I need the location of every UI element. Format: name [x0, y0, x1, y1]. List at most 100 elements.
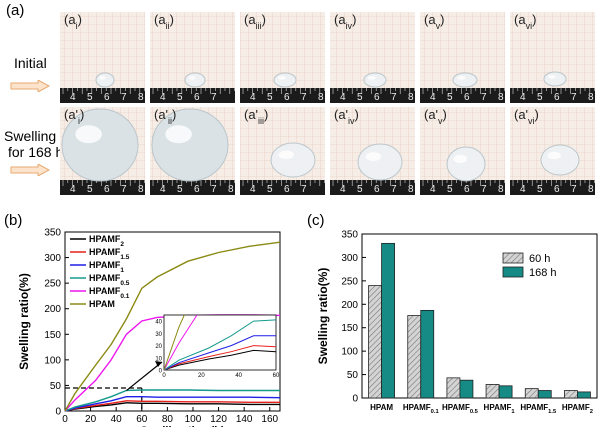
ruler-digit: 6 [284, 184, 290, 195]
hydrogel-sample [184, 72, 206, 88]
bar-60h-0 [368, 285, 382, 399]
ruler-digit: 4 [340, 92, 346, 103]
panel-b-label: (b) [4, 212, 23, 229]
inset-y-tick-label: 10 [155, 356, 162, 362]
ruler-digit: 7 [211, 92, 217, 103]
photo-panel: (a) Initial Swelling for 168 h 4 5 6 7 8 (ai)… [0, 0, 602, 205]
ruler-digit: 6 [284, 92, 290, 103]
arrow-head-icon [155, 361, 162, 367]
photo-swollen-4: 4 5 6 7 8 (a'iv) [330, 107, 415, 195]
highlight [365, 152, 382, 162]
panel-c-label: (c) [307, 212, 325, 229]
ruler-digit: 8 [138, 184, 144, 195]
ruler [150, 180, 235, 195]
y-tick-label: 150 [341, 323, 358, 334]
highlight [75, 125, 102, 144]
ruler-digit: 4 [520, 184, 526, 195]
series-line-HPAMF1.5 [64, 400, 280, 412]
ruler [330, 88, 415, 103]
grid-paper [330, 12, 415, 103]
ruler-digit: 6 [464, 184, 470, 195]
inset-y-tick-label: 30 [155, 332, 162, 338]
y-tick-label: 0 [352, 394, 358, 405]
ruler-digit: 7 [571, 92, 577, 103]
hydrogel-sample [270, 142, 316, 178]
ruler-digit: 7 [121, 92, 127, 103]
x-tick-label: 80 [162, 414, 174, 425]
plot-frame [361, 233, 598, 399]
ruler [510, 180, 595, 195]
ruler-digit: 7 [211, 184, 217, 195]
highlight [277, 76, 286, 80]
bar-60h-2 [446, 377, 461, 399]
ruler-digit: 7 [301, 92, 307, 103]
ruler-digit: 8 [408, 92, 414, 103]
grid-paper [510, 12, 595, 103]
highlight [453, 154, 467, 164]
ruler-digit: 6 [194, 184, 200, 195]
inset-x-tick-label: 20 [198, 373, 205, 379]
ruler-digit: 6 [104, 184, 110, 195]
inset-series-group [164, 315, 276, 370]
grid-paper [240, 12, 325, 103]
legend-entry: HPAMF1.5 [89, 247, 130, 261]
legend-entry: 60 h [529, 253, 550, 265]
photo-initial-2: 4 5 6 7 (aii) [150, 12, 235, 103]
inset-x-tick-label: 60 [273, 373, 280, 379]
bar-168h-0 [381, 242, 395, 399]
y-tick-label: 200 [44, 304, 61, 315]
inset-series-line [164, 345, 276, 370]
ruler-digit: 8 [228, 184, 234, 195]
inset-y-tick-label: 40 [155, 320, 162, 326]
ruler-digit: 8 [498, 92, 504, 103]
bar-168h-1 [420, 309, 435, 399]
ruler-digit: 4 [70, 92, 76, 103]
ruler [60, 88, 145, 103]
x-tick-label: 140 [236, 414, 253, 425]
y-tick-label: 50 [347, 370, 359, 381]
ruler-digit: 5 [267, 92, 273, 103]
ruler-digit: 7 [571, 184, 577, 195]
grid-paper [150, 12, 235, 103]
y-tick-label: 50 [50, 381, 62, 392]
x-category-label: HPAMF1 [484, 403, 516, 415]
ruler-digit: 8 [318, 92, 324, 103]
ruler-digit: 5 [537, 92, 543, 103]
highlight [367, 76, 376, 80]
ruler-digit: 7 [481, 184, 487, 195]
inset-series-line [164, 349, 276, 370]
legend-entry: HPAMF0.5 [89, 273, 130, 287]
photo-label: (a'iii) [244, 107, 268, 126]
y-axis-title: Swelling ratio(%) [316, 268, 330, 365]
ruler [240, 88, 325, 103]
x-axis-title: Swelling time(h) [140, 425, 225, 427]
ruler-digit: 4 [160, 184, 166, 195]
photo-initial-6: 4 5 6 7 8 (avi) [510, 12, 595, 103]
ruler-digit: 7 [391, 92, 397, 103]
highlight [278, 150, 295, 160]
highlight [99, 76, 106, 80]
photo-label: (a'v) [424, 107, 447, 126]
ruler-digit: 7 [301, 184, 307, 195]
bar-168h-4 [537, 390, 552, 399]
ruler-digit: 4 [430, 184, 436, 195]
row-label-swelling: Swelling for 168 h [4, 128, 63, 160]
legend-entry: HPAM [89, 299, 115, 309]
x-tick-label: 60 [136, 414, 148, 425]
ruler-digit: 6 [374, 184, 380, 195]
ruler-digit: 7 [121, 184, 127, 195]
photo-label: (a'vi) [514, 107, 539, 126]
ruler [330, 180, 415, 195]
hydrogel-sample [540, 144, 580, 176]
ruler-digit: 6 [464, 92, 470, 103]
photo-label: (av) [424, 12, 444, 31]
x-category-label: HPAM [370, 403, 393, 412]
ruler-digit: 7 [391, 184, 397, 195]
legend-entry: 168 h [529, 267, 557, 279]
ruler-digit: 7 [481, 92, 487, 103]
bar-168h-2 [459, 379, 474, 399]
legend-entry: HPAMF1 [89, 260, 124, 274]
photo-initial-4: 4 5 6 7 8 (aiv) [330, 12, 415, 103]
y-tick-label: 300 [44, 253, 61, 264]
photo-initial-1: 4 5 6 7 8 (ai) [60, 12, 145, 103]
